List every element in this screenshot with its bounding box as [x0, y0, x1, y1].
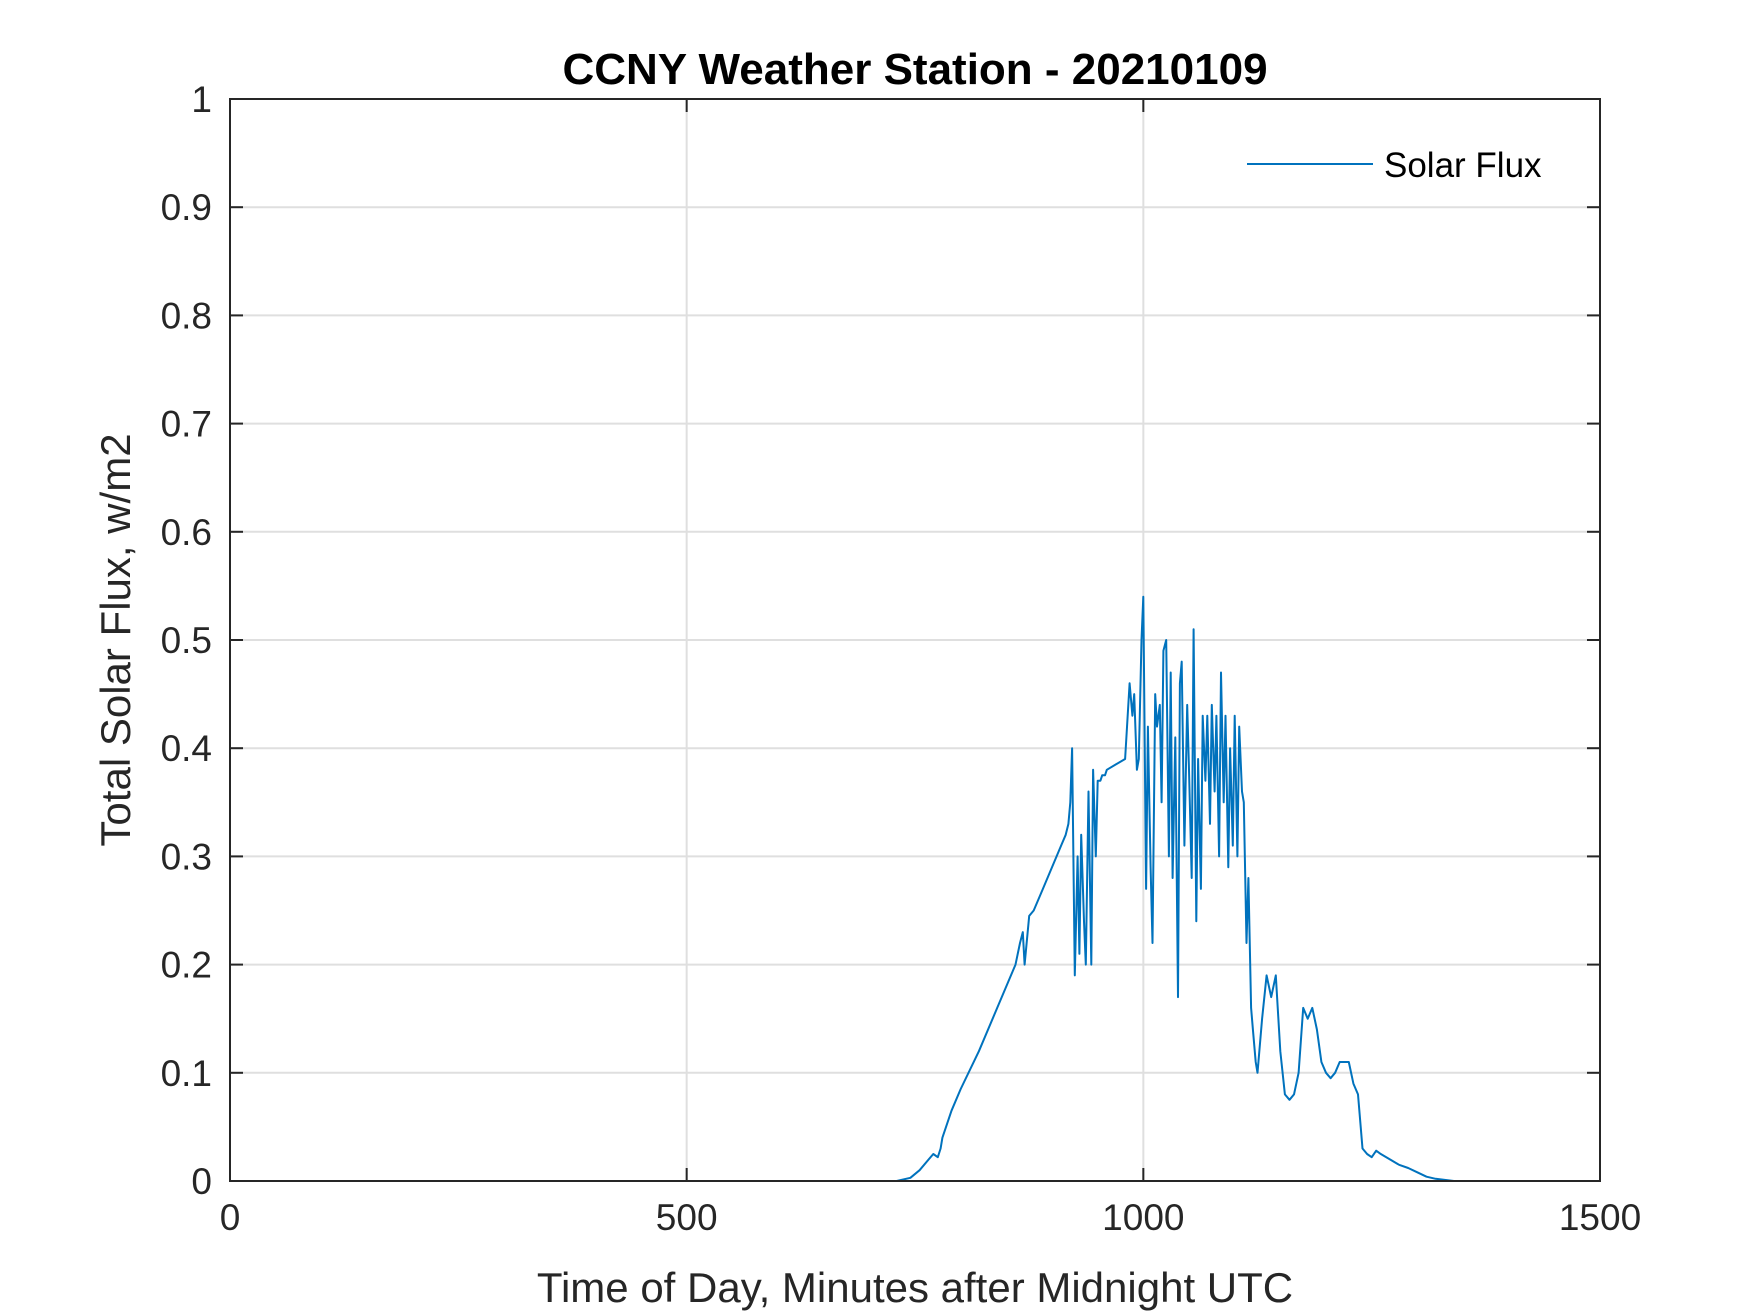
x-tick-label: 0: [220, 1197, 241, 1238]
y-tick-label: 1: [191, 79, 212, 120]
y-tick-label: 0.3: [161, 836, 212, 877]
y-tick-label: 0.1: [161, 1053, 212, 1094]
x-axis-label: Time of Day, Minutes after Midnight UTC: [537, 1264, 1293, 1311]
legend-label: Solar Flux: [1384, 146, 1542, 185]
x-tick-labels: 0 500 1000 1500: [220, 1197, 1641, 1238]
y-tick-label: 0.6: [161, 512, 212, 553]
x-tick-label: 500: [656, 1197, 718, 1238]
y-tick-label: 0.7: [161, 404, 212, 445]
chart-title: CCNY Weather Station - 20210109: [562, 45, 1267, 94]
y-tick-label: 0.4: [161, 728, 212, 769]
plot-frame: [229, 98, 1601, 1182]
y-tick-labels: 0 0.1 0.2 0.3 0.4 0.5 0.6 0.7 0.8 0.9 1: [161, 79, 212, 1202]
x-tick-label: 1000: [1102, 1197, 1184, 1238]
y-tick-label: 0.5: [161, 620, 212, 661]
data-series: [230, 595, 1546, 1182]
solar-flux-line: [230, 595, 1546, 1182]
y-tick-label: 0.2: [161, 945, 212, 986]
legend: Solar Flux: [1247, 146, 1542, 185]
y-tick-label: 0.9: [161, 187, 212, 228]
x-tick-label: 1500: [1559, 1197, 1641, 1238]
y-axis-label: Total Solar Flux, w/m2: [92, 433, 139, 846]
y-tick-label: 0.8: [161, 295, 212, 336]
y-tick-label: 0: [191, 1161, 212, 1202]
